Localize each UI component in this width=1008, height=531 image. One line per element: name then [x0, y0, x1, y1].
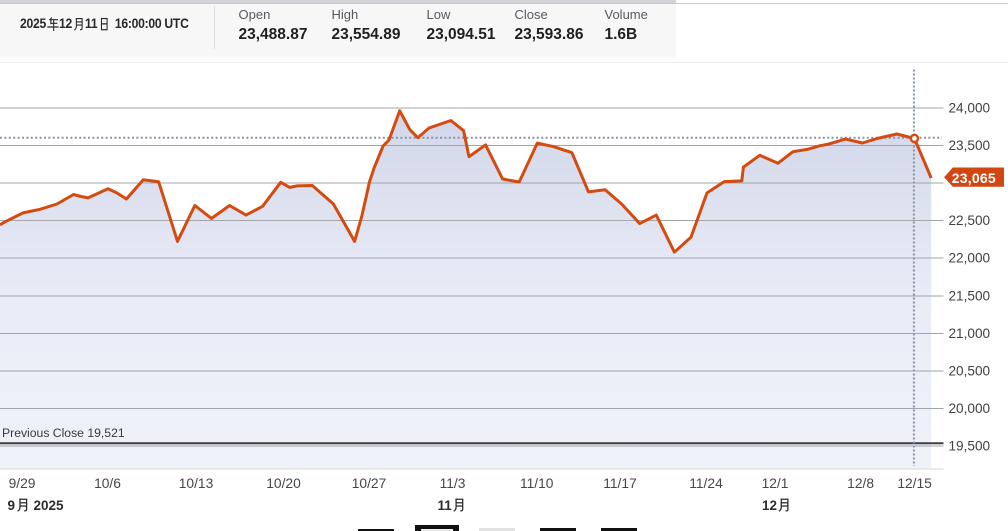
- svg-text:2025: 2025: [34, 498, 65, 513]
- svg-text:12/8: 12/8: [847, 476, 874, 491]
- svg-text:12/1: 12/1: [762, 476, 789, 491]
- svg-text:20,500: 20,500: [949, 364, 991, 379]
- svg-text:10/20: 10/20: [266, 476, 301, 491]
- svg-text:19,500: 19,500: [949, 439, 991, 454]
- svg-text:11/3: 11/3: [440, 476, 466, 491]
- svg-text:11/10: 11/10: [520, 476, 554, 491]
- svg-text:22,000: 22,000: [949, 251, 991, 266]
- svg-text:12: 12: [762, 498, 777, 513]
- svg-text:10/13: 10/13: [179, 476, 214, 491]
- svg-text:9: 9: [8, 498, 16, 513]
- svg-text:10/6: 10/6: [94, 476, 121, 491]
- svg-text:22,500: 22,500: [949, 213, 991, 228]
- svg-text:10/27: 10/27: [352, 476, 387, 491]
- svg-text:11/17: 11/17: [603, 476, 637, 491]
- svg-text:21,500: 21,500: [949, 288, 991, 303]
- svg-text:Previous Close 19,521: Previous Close 19,521: [2, 426, 125, 440]
- svg-text:11/24: 11/24: [689, 476, 723, 491]
- svg-text:11: 11: [438, 498, 453, 513]
- svg-text:23,065: 23,065: [952, 170, 996, 186]
- svg-text:9/29: 9/29: [9, 476, 36, 491]
- svg-text:21,000: 21,000: [949, 326, 991, 341]
- svg-text:23,500: 23,500: [949, 138, 991, 153]
- svg-text:24,000: 24,000: [949, 100, 991, 115]
- svg-text:20,000: 20,000: [949, 401, 991, 416]
- svg-text:12/15: 12/15: [897, 476, 932, 491]
